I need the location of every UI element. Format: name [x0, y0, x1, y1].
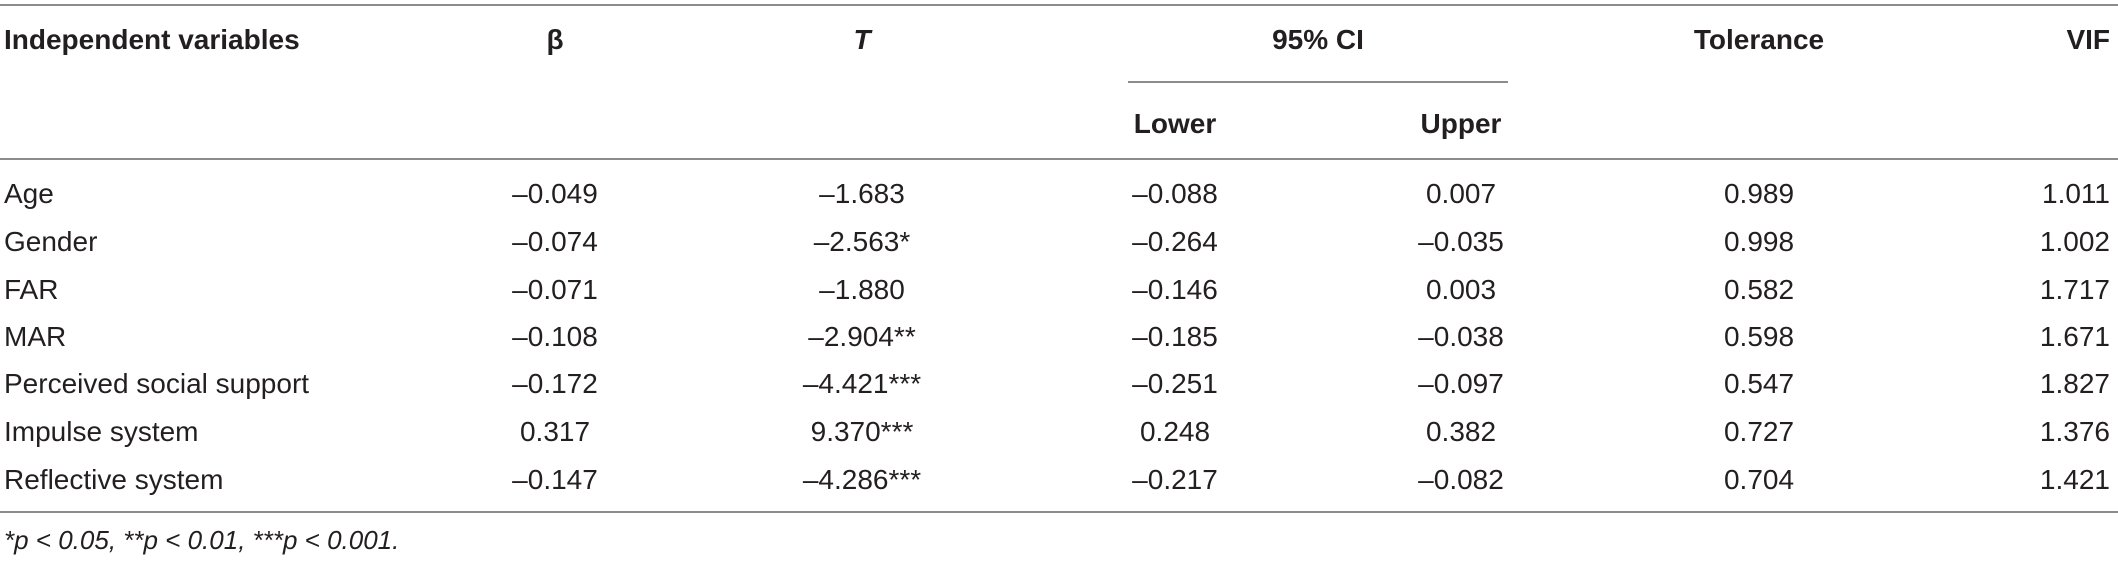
- cell-variable: MAR: [4, 321, 67, 352]
- cell-upper: –0.038: [1418, 321, 1504, 352]
- cell-tolerance: 0.989: [1723, 178, 1795, 209]
- cell-tolerance: 0.727: [1723, 416, 1795, 447]
- cell-t: –1.880: [819, 274, 905, 305]
- cell-t: –1.683: [819, 178, 905, 209]
- cell-beta: –0.049: [512, 178, 598, 209]
- header-upper: Upper: [1420, 108, 1502, 139]
- cell-vif: 1.827: [2039, 368, 2110, 399]
- cell-beta: –0.147: [512, 464, 598, 495]
- cell-vif: 1.376: [2039, 416, 2110, 447]
- cell-vif: 1.717: [2039, 274, 2110, 305]
- header-t: T: [853, 24, 871, 55]
- cell-vif: 1.421: [2039, 464, 2110, 495]
- cell-vif: 1.011: [2042, 178, 2110, 209]
- cell-upper: –0.035: [1418, 226, 1504, 257]
- cell-variable: Perceived social support: [4, 368, 310, 399]
- cell-tolerance: 0.582: [1723, 274, 1795, 305]
- cell-lower: 0.248: [1139, 416, 1211, 447]
- cell-tolerance: 0.598: [1723, 321, 1795, 352]
- header-vif: VIF: [2066, 24, 2110, 55]
- cell-upper: 0.382: [1425, 416, 1497, 447]
- header-95-ci: 95% CI: [1272, 24, 1364, 55]
- cell-beta: 0.317: [519, 416, 591, 447]
- cell-variable: FAR: [4, 274, 59, 305]
- cell-variable: Age: [4, 178, 54, 209]
- cell-upper: –0.082: [1418, 464, 1504, 495]
- table-bottom-rule: [0, 511, 2118, 513]
- header-beta: β: [546, 24, 564, 55]
- table-footnote: *p < 0.05, **p < 0.01, ***p < 0.001.: [4, 525, 400, 555]
- table-header-rule: [0, 158, 2118, 160]
- cell-lower: –0.264: [1132, 226, 1218, 257]
- cell-tolerance: 0.704: [1723, 464, 1795, 495]
- ci-header-rule: [1128, 81, 1508, 83]
- cell-beta: –0.074: [512, 226, 598, 257]
- header-tolerance: Tolerance: [1693, 24, 1825, 55]
- cell-beta: –0.071: [512, 274, 598, 305]
- header-independent-variables: Independent variables: [4, 24, 300, 55]
- cell-lower: –0.185: [1132, 321, 1218, 352]
- cell-t: –2.904**: [808, 321, 916, 352]
- table-top-rule: [0, 4, 2118, 6]
- cell-beta: –0.108: [512, 321, 598, 352]
- cell-tolerance: 0.547: [1723, 368, 1795, 399]
- cell-beta: –0.172: [512, 368, 598, 399]
- cell-variable: Impulse system: [4, 416, 199, 447]
- cell-t: 9.370***: [810, 416, 914, 447]
- cell-upper: 0.003: [1425, 274, 1497, 305]
- cell-vif: 1.002: [2039, 226, 2110, 257]
- cell-lower: –0.251: [1132, 368, 1218, 399]
- cell-t: –4.421***: [802, 368, 922, 399]
- header-lower: Lower: [1133, 108, 1217, 139]
- cell-t: –4.286***: [802, 464, 922, 495]
- cell-lower: –0.088: [1132, 178, 1218, 209]
- cell-tolerance: 0.998: [1723, 226, 1795, 257]
- cell-upper: 0.007: [1425, 178, 1497, 209]
- cell-lower: –0.146: [1132, 274, 1218, 305]
- cell-t: –2.563*: [813, 226, 911, 257]
- cell-variable: Reflective system: [4, 464, 224, 495]
- cell-vif: 1.671: [2039, 321, 2110, 352]
- cell-variable: Gender: [4, 226, 98, 257]
- cell-lower: –0.217: [1132, 464, 1218, 495]
- cell-upper: –0.097: [1418, 368, 1504, 399]
